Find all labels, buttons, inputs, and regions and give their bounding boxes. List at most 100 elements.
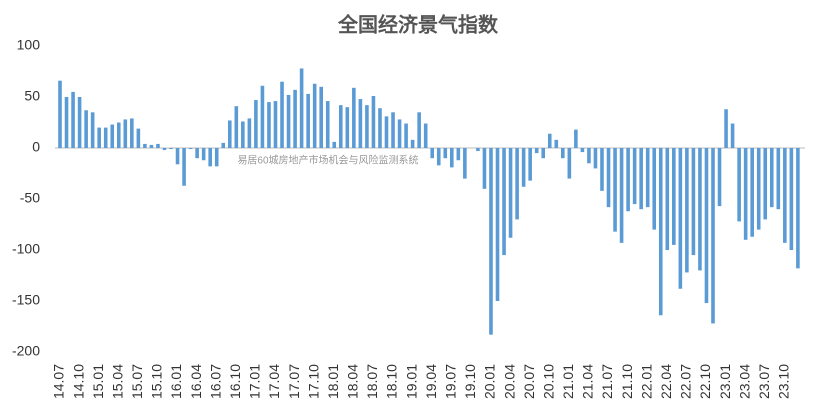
bar (404, 123, 408, 148)
x-tick-label: 19.10 (462, 364, 478, 399)
bar (319, 86, 323, 148)
bar (645, 148, 650, 208)
x-tick-label: 23.07 (756, 364, 772, 399)
bar (665, 148, 670, 250)
bar (97, 127, 101, 148)
bar (110, 124, 115, 148)
bar (574, 129, 578, 148)
bar (456, 148, 461, 161)
x-tick-label: 20.01 (482, 364, 498, 399)
bar (130, 118, 134, 148)
bar (443, 148, 448, 159)
bar (58, 80, 62, 148)
bar (352, 87, 356, 148)
bar (463, 148, 467, 179)
bar (325, 101, 330, 148)
x-tick-label: 18.07 (364, 364, 380, 399)
bar (521, 148, 526, 187)
bar (241, 121, 245, 148)
bar (267, 102, 271, 148)
bar (169, 148, 173, 150)
bar (273, 101, 278, 148)
bar (201, 148, 206, 161)
bar (345, 107, 350, 148)
bar (221, 142, 226, 148)
x-tick-label: 22.04 (658, 364, 674, 399)
bar (698, 148, 702, 271)
x-tick-label: 21.01 (560, 364, 576, 399)
bar (430, 148, 435, 159)
bar (476, 148, 480, 152)
chart-title: 全国经济景气指数 (337, 12, 499, 36)
bar (743, 148, 748, 240)
bar (312, 83, 317, 148)
x-tick-label: 20.04 (501, 364, 517, 399)
bar (64, 97, 69, 148)
bar (730, 123, 735, 148)
bar (365, 105, 369, 148)
y-tick-label: -150 (12, 292, 40, 308)
y-tick-label: -100 (12, 241, 40, 257)
y-tick-label: 100 (17, 37, 41, 53)
bar (71, 91, 75, 148)
x-tick-label: 22.07 (678, 364, 694, 399)
bar (162, 148, 167, 151)
x-tick-label: 19.04 (423, 364, 439, 399)
x-tick-label: 23.01 (717, 364, 733, 399)
bar (678, 148, 683, 289)
bar (358, 99, 363, 148)
bar (515, 148, 519, 220)
bar (397, 119, 402, 148)
bar (547, 133, 552, 148)
bar (508, 148, 513, 238)
bar (672, 148, 676, 245)
x-tick-label: 21.07 (599, 364, 615, 399)
x-tick-label: 18.10 (384, 364, 400, 399)
bar (541, 148, 546, 159)
x-tick-label: 14.10 (70, 364, 86, 399)
bar (600, 148, 604, 191)
bar (280, 81, 284, 148)
bar (338, 105, 343, 148)
x-tick-label: 17.04 (266, 364, 282, 399)
bar (450, 148, 454, 168)
x-tick-label: 21.10 (619, 364, 635, 399)
bar (717, 148, 722, 207)
x-tick-label: 20.10 (540, 364, 556, 399)
bar (293, 89, 297, 148)
bar (580, 148, 585, 153)
bar (626, 148, 630, 212)
x-tick-label: 16.01 (168, 364, 184, 399)
bar (123, 119, 128, 148)
bar (534, 148, 539, 154)
x-tick-label: 17.10 (305, 364, 321, 399)
bar (234, 106, 239, 148)
x-tick-label: 19.07 (443, 364, 459, 399)
x-tick-label: 23.04 (736, 364, 752, 399)
x-tick-label: 15.10 (149, 364, 165, 399)
bar (156, 143, 160, 148)
bar (332, 141, 337, 148)
bar (606, 148, 611, 208)
bar (593, 148, 598, 169)
bar (77, 97, 82, 148)
bar (482, 148, 487, 189)
bar (769, 148, 774, 208)
bar (685, 148, 689, 273)
bar (260, 85, 265, 148)
x-tick-label: 22.10 (697, 364, 713, 399)
bar (691, 148, 696, 256)
bar (286, 94, 291, 148)
bar (410, 139, 415, 148)
bar (776, 148, 781, 210)
y-tick-label: 50 (24, 88, 40, 104)
x-tick-label: 17.07 (286, 364, 302, 399)
bar (116, 122, 121, 148)
x-tick-label: 16.10 (227, 364, 243, 399)
bar (658, 148, 663, 316)
y-tick-label: -50 (20, 190, 40, 206)
bar (632, 148, 637, 205)
bar (724, 109, 728, 148)
bar (613, 148, 617, 232)
